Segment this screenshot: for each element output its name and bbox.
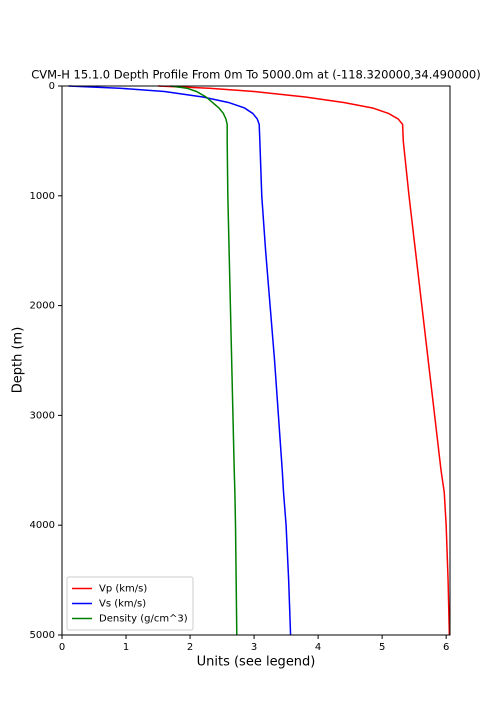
x-tick-label: 3 — [251, 642, 257, 653]
y-tick-label: 5000 — [30, 630, 55, 641]
x-tick-label: 6 — [443, 642, 449, 653]
x-axis-label: Units (see legend) — [197, 655, 316, 670]
y-tick-label: 2000 — [30, 301, 55, 312]
y-tick-label: 0 — [49, 81, 55, 92]
plot-frame — [61, 85, 451, 636]
legend-label: Vs (km/s) — [99, 599, 146, 610]
legend-label: Density (g/cm^3) — [99, 614, 188, 625]
x-tick-label: 1 — [123, 642, 129, 653]
y-tick-label: 3000 — [30, 410, 55, 421]
chart-title: CVM-H 15.1.0 Depth Profile From 0m To 50… — [31, 68, 480, 82]
x-tick-label: 4 — [315, 642, 321, 653]
line — [158, 85, 451, 636]
line — [170, 85, 238, 636]
y-tick-label: 4000 — [30, 520, 55, 531]
y-tick-label: 1000 — [30, 191, 55, 202]
x-tick-label: 2 — [187, 642, 193, 653]
legend-box — [66, 576, 194, 631]
legend-label: Vp (km/s) — [99, 584, 147, 595]
x-tick-label: 0 — [59, 642, 65, 653]
x-tick-label: 5 — [379, 642, 385, 653]
y-axis-label: Depth (m) — [11, 327, 26, 394]
